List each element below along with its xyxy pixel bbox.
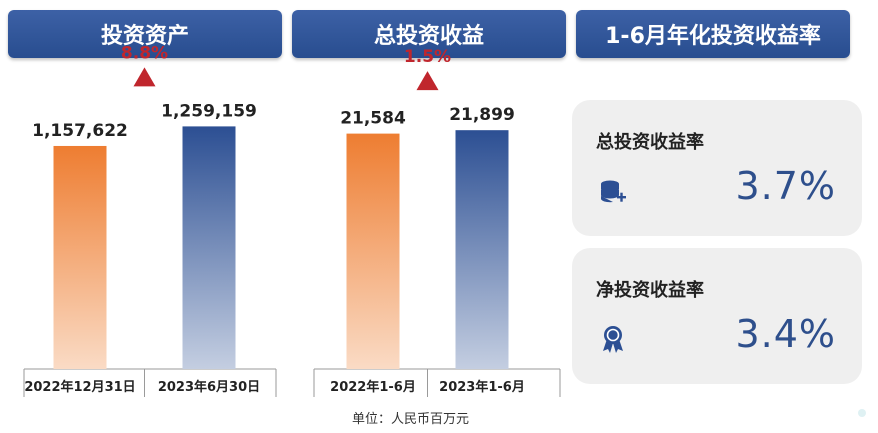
unit-note: 单位：人民币百万元 bbox=[352, 412, 470, 427]
bar-1 bbox=[182, 126, 236, 369]
card-title: 总投资收益率 bbox=[596, 132, 704, 153]
category-label-0: 2022年12月31日 bbox=[24, 379, 135, 395]
value-label-1: 1,259,159 bbox=[161, 101, 257, 121]
card-value: 3.7% bbox=[735, 164, 836, 208]
category-label-1: 2023年6月30日 bbox=[158, 379, 260, 395]
value-label-0: 1,157,622 bbox=[32, 121, 128, 141]
card-value: 3.4% bbox=[735, 312, 836, 356]
chart-investment-assets-svg: 1,157,622 2022年12月31日 1,259,159 2023年6月30日 8… bbox=[23, 43, 277, 397]
chart-total-investment-income-svg: 21,584 2022年1-6月 21,899 2023年1-6月 1.5% bbox=[313, 47, 561, 397]
value-label-0: 21,584 bbox=[340, 109, 406, 129]
chart-total-investment-income: 21,584 2022年1-6月 21,899 2023年1-6月 1.5% bbox=[313, 47, 561, 400]
bar-0 bbox=[346, 133, 400, 369]
chart-investment-assets: 1,157,622 2022年12月31日 1,259,159 2023年6月30日 8… bbox=[23, 43, 277, 400]
up-arrow-icon bbox=[416, 71, 439, 91]
category-label-1: 2023年1-6月 bbox=[439, 379, 525, 395]
category-label-0: 2022年1-6月 bbox=[330, 379, 416, 395]
change-label: 1.5% bbox=[404, 47, 451, 67]
up-arrow-icon bbox=[133, 67, 156, 87]
card-total-return-rate: 总投资收益率 3.7% bbox=[572, 100, 862, 236]
card-net-return-rate: 净投资收益率 3.4% bbox=[572, 248, 862, 384]
header-annualized-return-rate: 1-6月年化投资收益率 bbox=[576, 10, 850, 58]
card-title: 净投资收益率 bbox=[596, 280, 704, 301]
bar-0 bbox=[53, 145, 107, 369]
header-total-investment-income: 总投资收益 bbox=[292, 10, 566, 58]
decorative-dot bbox=[858, 409, 866, 417]
bar-1 bbox=[455, 130, 509, 369]
award-ribbon-icon bbox=[598, 324, 628, 354]
header-investment-assets: 投资资产 bbox=[8, 10, 282, 58]
change-label: 8.8% bbox=[121, 43, 168, 63]
value-label-1: 21,899 bbox=[449, 105, 515, 125]
database-plus-icon bbox=[598, 176, 628, 206]
